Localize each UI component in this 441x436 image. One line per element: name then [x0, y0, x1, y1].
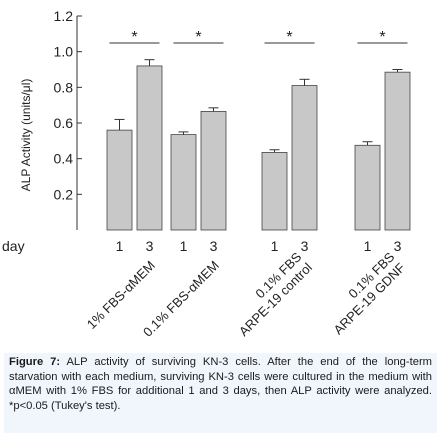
bar: [136, 65, 163, 231]
y-tick-label: 0.6: [54, 115, 74, 131]
significance-marker: *: [379, 29, 385, 46]
x-row-label-day: day: [2, 238, 25, 254]
day-tick-label: 3: [210, 238, 218, 254]
group-label-line: 1% FBS-αMEM: [84, 258, 158, 332]
alp-activity-bar-chart: 0.2 0.4 0.6 0.8 1.0 1.2 ALP Activity (units/μl…: [2, 8, 411, 340]
y-tick-label: 0.4: [54, 151, 74, 167]
figure-caption: Figure 7: ALP activity of surviving KN-3…: [4, 353, 437, 433]
day-tick-label: 1: [364, 238, 372, 254]
y-tick-label: 1.2: [54, 8, 74, 24]
bar: [170, 134, 197, 231]
bar: [354, 144, 381, 231]
day-tick-label: 3: [394, 238, 402, 254]
y-tick-label: 0.8: [54, 79, 74, 95]
significance-marker: *: [286, 29, 292, 46]
significance-marker: *: [195, 29, 201, 46]
group-label: 0.1% FBSARPE-19 control: [225, 249, 315, 339]
group-label: 0.1% FBSARPE-19 GDNF: [320, 249, 408, 337]
bar: [106, 129, 133, 231]
day-tick-label: 3: [301, 238, 309, 254]
figure-label: Figure 7:: [9, 356, 61, 368]
bar: [291, 85, 318, 231]
y-tick-label: 0.2: [54, 186, 74, 202]
caption-text: ALP activity of surviving KN-3 cells. Af…: [9, 356, 432, 412]
group-label: 1% FBS-αMEM: [84, 258, 158, 332]
y-axis-label: ALP Activity (units/μl): [19, 79, 33, 192]
significance-marker: *: [131, 29, 137, 46]
day-tick-label: 1: [180, 238, 188, 254]
y-tick-label: 1.0: [54, 44, 74, 60]
day-tick-label: 1: [271, 238, 279, 254]
day-tick-label: 1: [116, 238, 124, 254]
day-tick-label: 3: [146, 238, 154, 254]
bar: [200, 111, 227, 231]
bar: [384, 71, 411, 231]
bar: [261, 152, 288, 231]
